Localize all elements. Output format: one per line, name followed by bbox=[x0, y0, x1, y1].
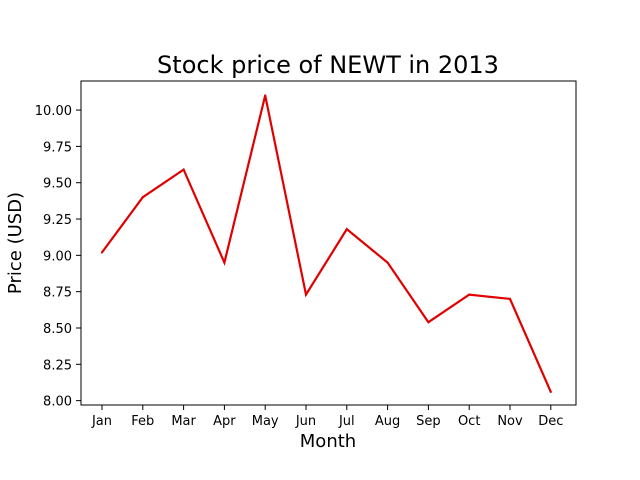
y-tick-label: 9.00 bbox=[43, 249, 72, 264]
data-point bbox=[264, 94, 267, 97]
chart-title: Stock price of NEWT in 2013 bbox=[157, 51, 499, 79]
x-tick-label: Dec bbox=[538, 414, 563, 429]
x-axis: Jan Feb Mar Apr May Jun Jul Aug Sep Oct Nov Dec bbox=[91, 405, 563, 429]
x-tick-label: Jan bbox=[91, 414, 112, 429]
y-tick-label: 8.00 bbox=[43, 395, 72, 410]
data-point bbox=[141, 196, 144, 199]
data-point bbox=[549, 390, 552, 394]
data-point bbox=[468, 293, 471, 296]
x-tick-label: Jun bbox=[295, 414, 316, 429]
x-tick-label: Aug bbox=[375, 414, 400, 429]
price-series-line bbox=[101, 95, 552, 393]
x-tick-label: Oct bbox=[458, 414, 480, 429]
data-point bbox=[223, 261, 226, 264]
y-tick-label: 8.75 bbox=[43, 286, 72, 301]
plot-area-frame bbox=[80, 80, 577, 406]
data-point bbox=[386, 261, 389, 264]
data-point bbox=[304, 293, 308, 296]
x-tick-label: Apr bbox=[213, 414, 236, 429]
x-tick-label: May bbox=[252, 414, 279, 429]
y-axis: 8.00 8.25 8.50 8.75 9.00 9.25 9.50 9.75 10.00 bbox=[35, 104, 81, 410]
y-tick-label: 9.75 bbox=[43, 140, 72, 155]
y-tick-label: 9.50 bbox=[43, 177, 72, 192]
y-axis-label: Price (USD) bbox=[5, 192, 26, 294]
data-point bbox=[427, 321, 430, 324]
data-point bbox=[182, 168, 185, 171]
data-point bbox=[508, 297, 512, 301]
y-tick-label: 8.25 bbox=[43, 358, 72, 373]
y-tick-label: 8.50 bbox=[43, 322, 72, 337]
x-tick-label: Jul bbox=[338, 414, 355, 429]
x-tick-label: Feb bbox=[131, 414, 154, 429]
data-point bbox=[100, 251, 104, 254]
x-tick-label: Mar bbox=[171, 414, 196, 429]
x-tick-label: Sep bbox=[416, 414, 441, 429]
x-tick-label: Nov bbox=[497, 414, 523, 429]
data-point bbox=[345, 228, 348, 231]
y-tick-label: 10.00 bbox=[35, 104, 72, 119]
y-tick-label: 9.25 bbox=[43, 213, 72, 228]
series-layer bbox=[100, 94, 552, 394]
x-axis-label: Month bbox=[300, 431, 356, 452]
